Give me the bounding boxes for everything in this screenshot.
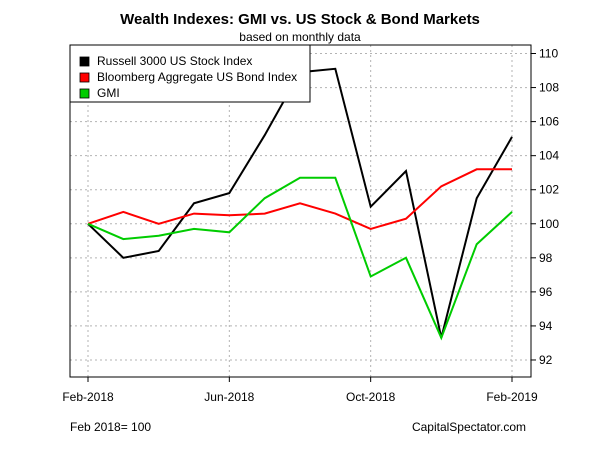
source-note: CapitalSpectator.com [412, 420, 526, 434]
legend-label: GMI [97, 86, 120, 100]
series-line-3 [87, 176, 513, 341]
y-tick-label: 96 [539, 285, 553, 299]
legend-swatch [79, 72, 90, 83]
series-group [87, 67, 513, 341]
chart-subtitle: based on monthly data [239, 30, 361, 44]
series-line-2 [87, 168, 512, 230]
y-tick-label: 94 [539, 319, 553, 333]
x-tick-label: Jun-2018 [204, 390, 254, 404]
y-tick-label: 102 [539, 183, 559, 197]
base-note: Feb 2018= 100 [70, 420, 151, 434]
axes: 92 94 96 98 100 102 104 106 108 110 Feb-2018 Jun-20… [62, 47, 559, 404]
y-tick-label: 106 [539, 115, 559, 129]
y-tick-label: 98 [539, 251, 553, 265]
y-tick-label: 110 [539, 47, 558, 61]
y-tick-label: 104 [539, 149, 559, 163]
chart-title: Wealth Indexes: GMI vs. US Stock & Bond … [120, 11, 480, 28]
x-tick-label: Oct-2018 [346, 390, 396, 404]
legend: Russell 3000 US Stock Index Bloomberg Agg… [69, 44, 311, 103]
legend-swatch [79, 56, 90, 67]
x-tick-label: Feb-2019 [486, 390, 538, 404]
legend-label: Russell 3000 US Stock Index [97, 54, 252, 68]
legend-label: Bloomberg Aggregate US Bond Index [97, 70, 297, 84]
legend-swatch [79, 88, 90, 99]
y-tick-label: 92 [539, 353, 553, 367]
x-tick-label: Feb-2018 [62, 390, 114, 404]
y-tick-label: 100 [539, 217, 559, 231]
y-tick-label: 108 [539, 81, 559, 95]
legend-box [69, 44, 311, 103]
